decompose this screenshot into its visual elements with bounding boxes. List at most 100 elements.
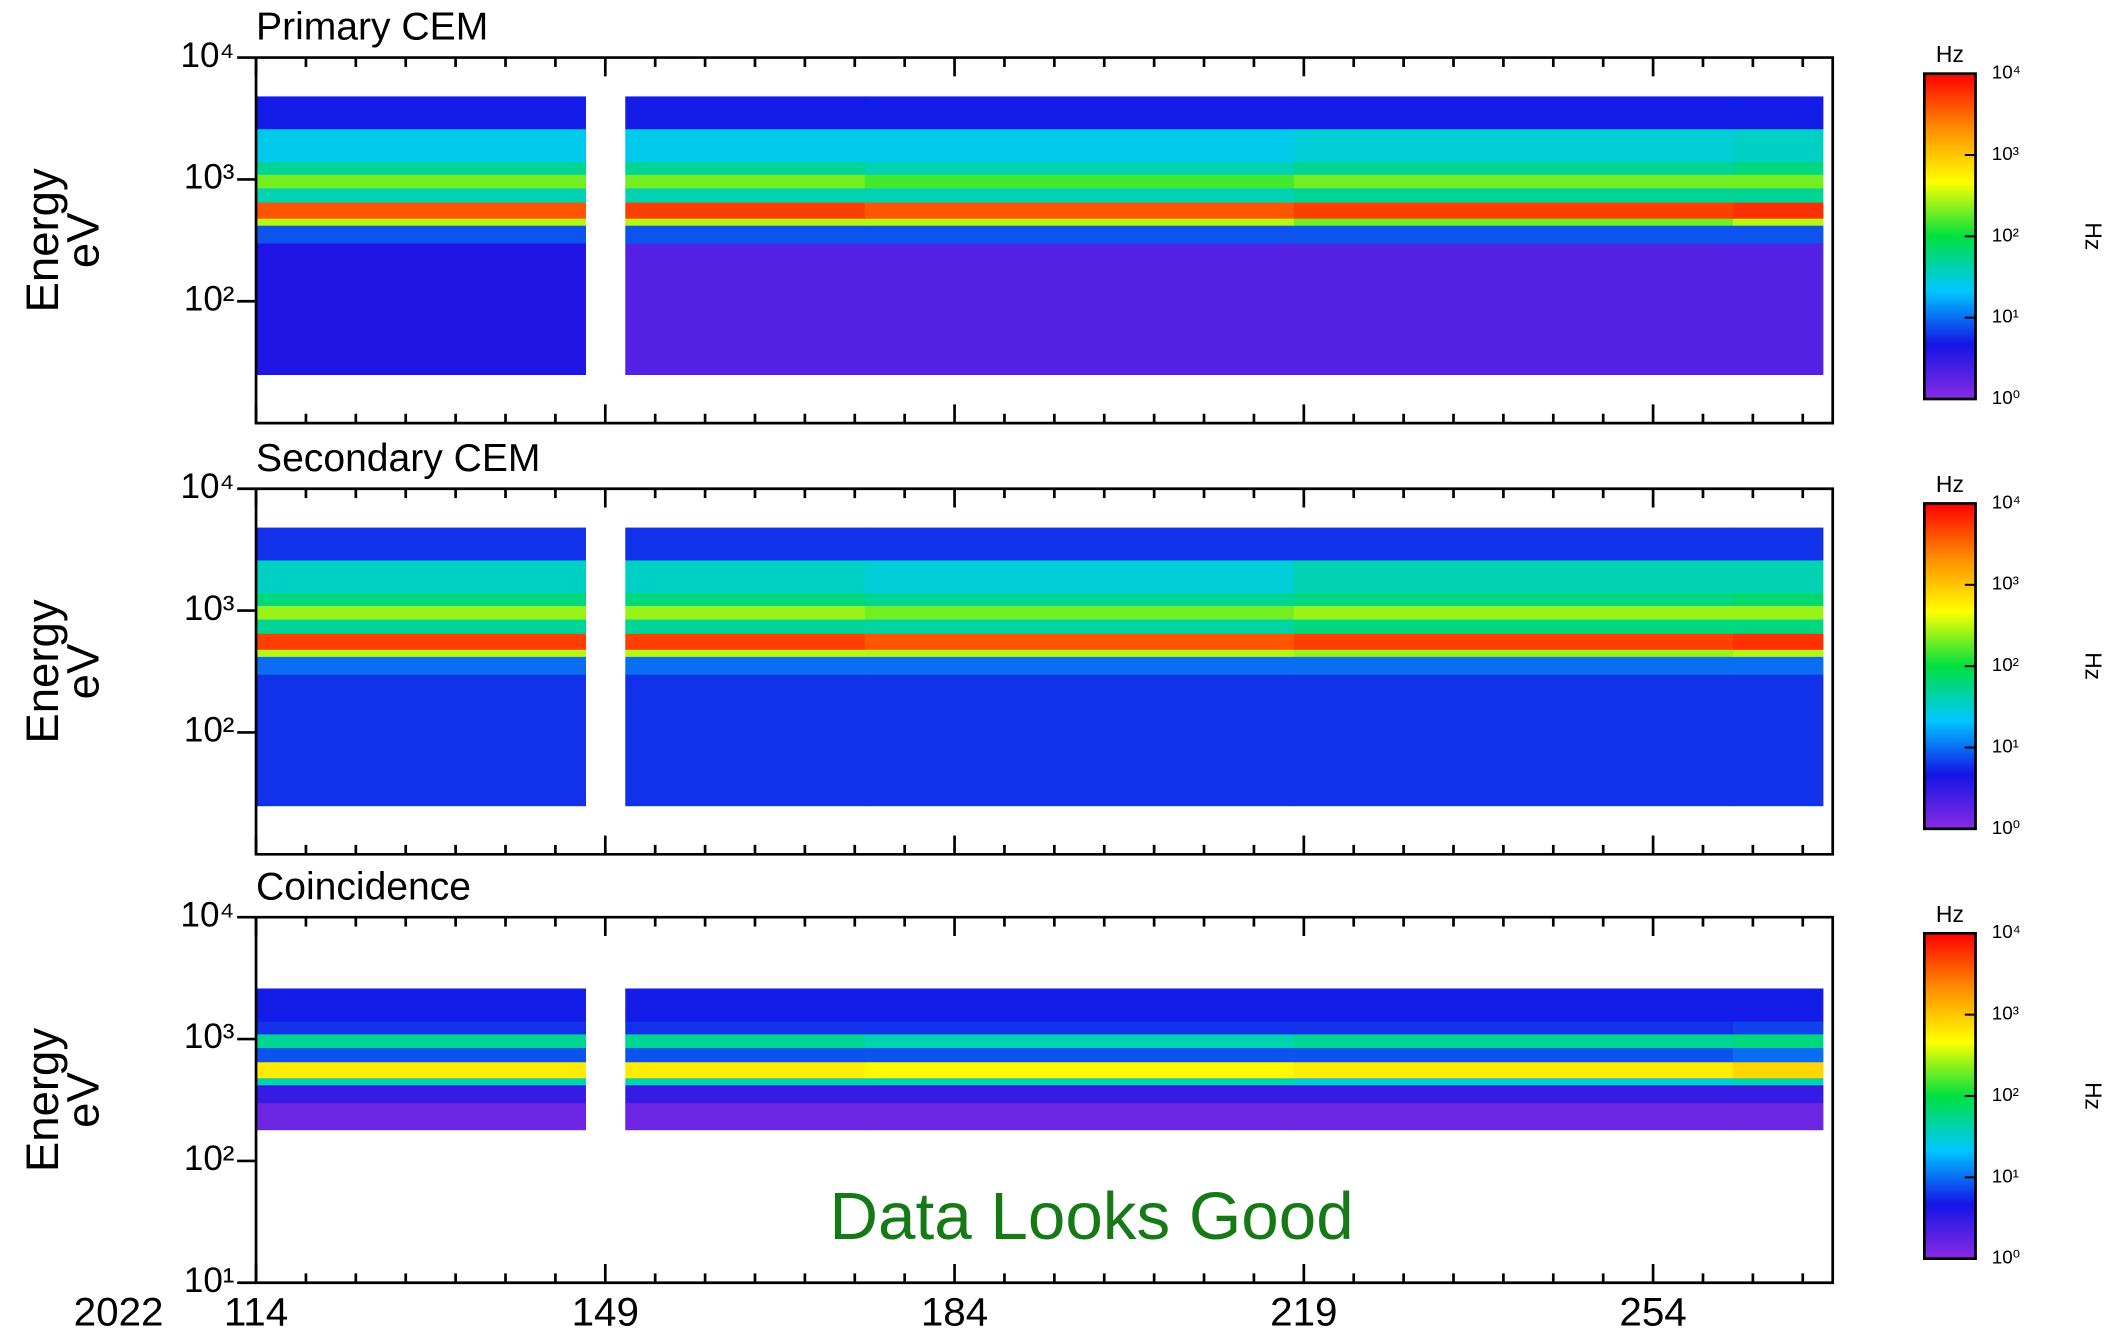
y-axis-label: Energy bbox=[17, 1028, 68, 1172]
x-tick-label: 114 bbox=[224, 1290, 288, 1335]
heatmap-cell bbox=[1732, 202, 1824, 219]
colorbar-tick-label: 10⁰ bbox=[1992, 817, 2021, 838]
heatmap-cell bbox=[625, 1034, 866, 1049]
heatmap-cell bbox=[625, 1084, 866, 1104]
y-axis-label: eV bbox=[57, 643, 108, 699]
colorbar-side-label: Hz bbox=[2080, 1082, 2106, 1110]
heatmap-cell bbox=[864, 1077, 1295, 1086]
heatmap-cell bbox=[864, 1102, 1295, 1131]
heatmap-cell bbox=[625, 188, 866, 203]
heatmap-cell bbox=[1732, 592, 1824, 606]
heatmap-cell bbox=[1732, 161, 1824, 175]
heatmap-cell bbox=[625, 128, 866, 163]
year-label: 2022 bbox=[74, 1290, 164, 1335]
heatmap-cell bbox=[256, 225, 587, 244]
heatmap-cell bbox=[256, 633, 587, 650]
heatmap-cell bbox=[1732, 1034, 1824, 1049]
colorbar-label: Hz bbox=[1936, 471, 1964, 497]
colorbar-label: Hz bbox=[1936, 901, 1964, 927]
heatmap-cell bbox=[1732, 656, 1824, 675]
heatmap-cell bbox=[864, 218, 1295, 226]
heatmap-cell bbox=[1293, 243, 1734, 376]
heatmap-cell bbox=[625, 174, 866, 189]
heatmap-cell bbox=[1293, 1084, 1734, 1104]
colorbar-tick-label: 10² bbox=[1992, 1084, 2019, 1105]
heatmap-cell bbox=[1732, 1102, 1824, 1131]
colorbar-tick-label: 10⁰ bbox=[1992, 387, 2021, 408]
heatmap-cell bbox=[625, 1047, 866, 1063]
colorbar-tick-label: 10³ bbox=[1992, 143, 2019, 164]
heatmap-cell bbox=[1293, 225, 1734, 244]
heatmap-cell bbox=[1732, 633, 1824, 650]
colorbar-tick-label: 10⁴ bbox=[1992, 62, 2021, 83]
heatmap-cell bbox=[1732, 1084, 1824, 1104]
heatmap-cell bbox=[864, 188, 1295, 203]
heatmap-cell bbox=[625, 1077, 866, 1086]
heatmap-cell bbox=[1293, 649, 1734, 657]
heatmap-cell bbox=[625, 592, 866, 606]
y-axis-label: eV bbox=[57, 1072, 108, 1128]
colorbar-tick-label: 10⁴ bbox=[1992, 491, 2021, 512]
heatmap-cell bbox=[1732, 128, 1824, 163]
heatmap-cell bbox=[864, 174, 1295, 189]
heatmap-cell bbox=[256, 202, 587, 219]
heatmap-cell bbox=[256, 1047, 587, 1063]
heatmap-cell bbox=[864, 161, 1295, 175]
heatmap-cell bbox=[1293, 128, 1734, 163]
colorbar-tick-label: 10³ bbox=[1992, 1003, 2019, 1024]
heatmap-cell bbox=[864, 1034, 1295, 1049]
heatmap-cell bbox=[256, 161, 587, 175]
heatmap-cell bbox=[1732, 1061, 1824, 1079]
heatmap-cell bbox=[864, 128, 1295, 163]
heatmap-cell bbox=[625, 202, 866, 219]
colorbar-side-label: Hz bbox=[2080, 652, 2106, 680]
y-axis-label: Energy bbox=[17, 599, 68, 743]
heatmap-cell bbox=[625, 560, 866, 594]
y-tick-label: 10³ bbox=[184, 589, 235, 628]
heatmap-cell bbox=[1293, 1102, 1734, 1131]
heatmap-cell bbox=[256, 619, 587, 634]
heatmap-cell bbox=[256, 605, 587, 620]
colorbar-tick-label: 10² bbox=[1992, 224, 2019, 245]
heatmap-cell bbox=[1293, 605, 1734, 620]
heatmap-cell bbox=[864, 1061, 1295, 1079]
heatmap-cell bbox=[625, 633, 866, 650]
heatmap-cell bbox=[1732, 605, 1824, 620]
heatmap-cell bbox=[1293, 674, 1734, 807]
heatmap-cell bbox=[864, 988, 1295, 1022]
heatmap-cell bbox=[1732, 188, 1824, 203]
heatmap-cell bbox=[1293, 161, 1734, 175]
heatmap-cell bbox=[1293, 592, 1734, 606]
heatmap-cell bbox=[1732, 988, 1824, 1022]
heatmap-cell bbox=[256, 988, 587, 1022]
heatmap-cell bbox=[864, 633, 1295, 650]
x-tick-label: 184 bbox=[921, 1290, 988, 1335]
y-tick-label: 10² bbox=[184, 711, 235, 750]
heatmap-cell bbox=[1732, 218, 1824, 226]
colorbar-tick-label: 10² bbox=[1992, 654, 2019, 675]
heatmap-cell bbox=[256, 560, 587, 594]
heatmap-cell bbox=[864, 1021, 1295, 1035]
heatmap-cell bbox=[1293, 174, 1734, 189]
heatmap-cell bbox=[256, 243, 587, 376]
heatmap-cell bbox=[1732, 1047, 1824, 1063]
heatmap-cell bbox=[625, 619, 866, 634]
heatmap-cell bbox=[625, 161, 866, 175]
heatmap-cell bbox=[256, 218, 587, 226]
heatmap-cell bbox=[256, 1084, 587, 1104]
heatmap-cell bbox=[1293, 527, 1734, 561]
heatmap-cell bbox=[1293, 188, 1734, 203]
heatmap-cell bbox=[625, 1102, 866, 1131]
heatmap-cell bbox=[864, 656, 1295, 675]
heatmap-cell bbox=[1293, 619, 1734, 634]
y-tick-label: 10³ bbox=[184, 158, 235, 197]
heatmap-cell bbox=[864, 527, 1295, 561]
heatmap-cell bbox=[864, 1047, 1295, 1063]
heatmap-cell bbox=[1732, 527, 1824, 561]
heatmap-cell bbox=[256, 527, 587, 561]
colorbar-tick-label: 10¹ bbox=[1992, 306, 2019, 327]
heatmap-cell bbox=[1293, 218, 1734, 226]
heatmap-cell bbox=[1293, 202, 1734, 219]
panel-title: Secondary CEM bbox=[256, 437, 540, 480]
